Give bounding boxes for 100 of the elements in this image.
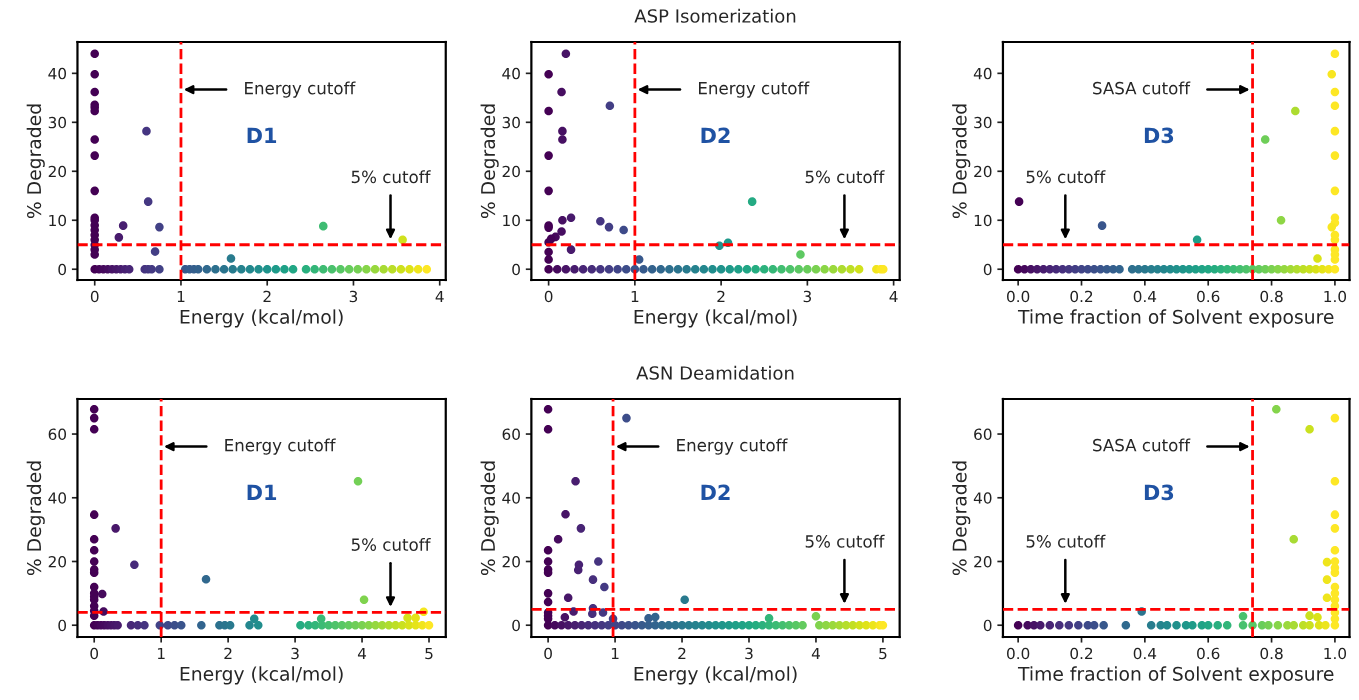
y-tick-label: 40 xyxy=(973,492,992,504)
ref-line-label: 5% cutoff xyxy=(1026,534,1106,548)
y-tick-label: 30 xyxy=(502,116,520,129)
ref-line-label: Energy cutoff xyxy=(225,438,336,455)
annotation: D1 xyxy=(247,484,277,500)
x-tick-label: 1 xyxy=(157,647,165,660)
x-tick-label: 0.0 xyxy=(1007,647,1030,660)
point xyxy=(1305,611,1314,620)
annotation: D3 xyxy=(1144,127,1174,144)
point xyxy=(1055,620,1064,630)
point xyxy=(1289,534,1299,544)
y-tick-label: 0 xyxy=(983,263,992,276)
point xyxy=(1121,620,1131,630)
x-tick-label: 3 xyxy=(745,647,753,660)
y-tick-label: 40 xyxy=(502,67,520,80)
y-tick-label: 60 xyxy=(48,428,67,441)
x-tick-label: 0.2 xyxy=(1070,647,1093,660)
x-tick-label: 0.8 xyxy=(1260,290,1283,303)
point xyxy=(1099,620,1108,630)
ref-line-label: SASA cutoff xyxy=(1093,81,1191,95)
y-tick-label: 0 xyxy=(512,619,520,632)
y-axis-title: % Degraded xyxy=(480,104,499,219)
point xyxy=(1074,620,1083,630)
y-tick-label: 20 xyxy=(502,555,520,568)
point xyxy=(1305,620,1314,630)
annotation: D2 xyxy=(701,127,730,143)
point xyxy=(1289,620,1299,630)
point xyxy=(1330,476,1340,486)
ref-line-label: Energy cutoff xyxy=(245,81,356,98)
point xyxy=(1146,620,1156,630)
y-tick-label: 60 xyxy=(974,428,992,441)
y-tick-label: 10 xyxy=(974,214,992,227)
ref-line-label: Energy cutoff xyxy=(677,438,788,455)
point xyxy=(1321,620,1330,630)
point xyxy=(1036,620,1045,630)
x-axis-title: Energy (kcal/mol) xyxy=(180,309,343,328)
annotation: D3 xyxy=(1144,484,1174,501)
x-tick-label: 2 xyxy=(224,647,232,660)
y-axis-title: % Degraded xyxy=(480,461,499,576)
x-tick-label: 0.0 xyxy=(1007,290,1030,303)
chart-title: ASN Deamidation xyxy=(636,365,794,380)
ref-line-label: Energy cutoff xyxy=(699,81,810,98)
chart-title: ASP Isomerization xyxy=(634,8,796,23)
y-tick-label: 0 xyxy=(58,263,67,276)
y-tick-label: 20 xyxy=(48,165,67,178)
x-tick-label: 4 xyxy=(435,290,444,303)
x-tick-label: 4 xyxy=(889,290,898,303)
y-tick-label: 60 xyxy=(502,428,520,441)
point xyxy=(1188,620,1197,630)
y-tick-label: 40 xyxy=(502,492,520,504)
x-tick-label: 0.6 xyxy=(1197,647,1220,660)
x-axis-title: Time fraction of Solvent exposure xyxy=(1017,309,1334,328)
point xyxy=(1330,413,1340,423)
point xyxy=(1330,524,1340,533)
x-axis-title: Energy (kcal/mol) xyxy=(634,666,797,685)
x-tick-label: 5 xyxy=(879,647,887,660)
x-tick-label: 0 xyxy=(90,647,99,660)
x-tick-label: 1.0 xyxy=(1324,290,1347,303)
point xyxy=(1313,612,1322,622)
x-tick-label: 0.2 xyxy=(1070,290,1093,303)
y-axis-title: % Degraded xyxy=(26,461,45,576)
x-tick-label: 2 xyxy=(717,290,725,303)
point xyxy=(1264,620,1273,630)
y-tick-label: 20 xyxy=(48,555,67,568)
y-axis-title: % Degraded xyxy=(952,104,971,219)
point xyxy=(1089,620,1099,630)
annotation: D1 xyxy=(247,127,277,143)
point xyxy=(1064,620,1074,630)
x-axis-title: Time fraction of Solvent exposure xyxy=(1017,666,1334,685)
point xyxy=(1162,620,1172,630)
x-tick-label: 1 xyxy=(631,290,639,303)
y-tick-label: 0 xyxy=(512,263,520,276)
ref-line-label: 5% cutoff xyxy=(351,538,431,551)
x-tick-label: 5 xyxy=(425,647,433,660)
point xyxy=(1238,620,1248,630)
y-axis-title: % Degraded xyxy=(26,104,45,219)
x-tick-label: 3 xyxy=(349,290,358,303)
ref-line-label: 5% cutoff xyxy=(805,534,885,548)
y-tick-label: 40 xyxy=(973,67,992,80)
x-tick-label: 0 xyxy=(90,290,99,303)
x-tick-label: 2 xyxy=(678,647,686,660)
point xyxy=(1272,404,1281,414)
x-tick-label: 4 xyxy=(811,647,820,660)
point xyxy=(1330,546,1340,555)
x-tick-label: 3 xyxy=(803,290,812,303)
x-tick-label: 1.0 xyxy=(1324,647,1347,660)
point xyxy=(1045,620,1055,630)
y-tick-label: 20 xyxy=(502,165,520,178)
x-tick-label: 0.4 xyxy=(1133,290,1157,303)
x-tick-label: 3 xyxy=(291,647,299,660)
point xyxy=(1330,510,1340,519)
ref-line-label: 5% cutoff xyxy=(805,170,885,184)
y-tick-label: 0 xyxy=(983,619,992,632)
point xyxy=(1238,612,1248,621)
x-tick-label: 0 xyxy=(544,647,552,660)
point xyxy=(1013,620,1023,630)
point xyxy=(1322,593,1332,603)
y-tick-label: 40 xyxy=(48,492,67,504)
x-tick-label: 0.6 xyxy=(1197,290,1220,303)
point xyxy=(1322,575,1332,584)
